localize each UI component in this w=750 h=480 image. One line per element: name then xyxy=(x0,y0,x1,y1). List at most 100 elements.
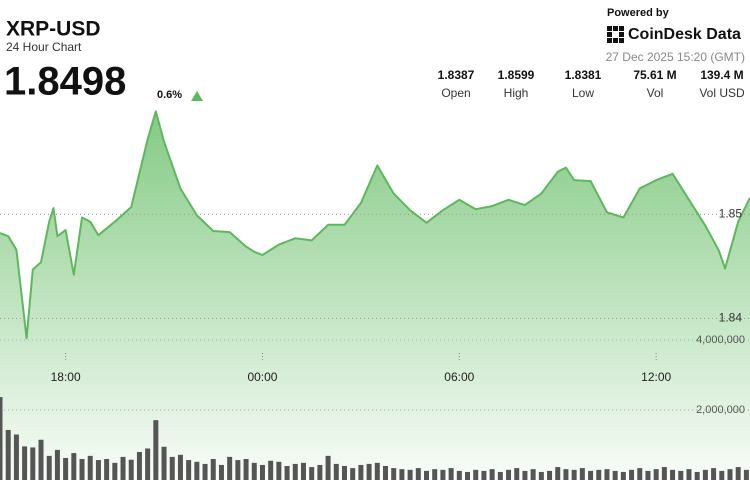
volume-bar xyxy=(218,464,224,480)
volume-bar xyxy=(333,463,339,480)
stat-value: 139.4 M xyxy=(700,68,743,82)
volume-bar xyxy=(686,469,692,480)
x-tick-label: 18:00 xyxy=(51,370,81,384)
volume-bar xyxy=(506,469,512,480)
volume-bar xyxy=(489,469,495,480)
timestamp: 27 Dec 2025 15:20 (GMT) xyxy=(606,50,745,64)
volume-bar xyxy=(555,467,561,480)
volume-bar xyxy=(719,470,725,480)
volume-bar xyxy=(325,455,331,480)
volume-bar xyxy=(571,469,577,480)
volume-bar xyxy=(604,469,610,480)
logo-icon xyxy=(607,26,624,43)
stat-label: Vol USD xyxy=(699,86,745,100)
volume-bar xyxy=(169,456,175,480)
volume-bar xyxy=(95,460,101,480)
volume-bar xyxy=(46,455,52,480)
volume-bar xyxy=(128,459,134,480)
volume-bar xyxy=(120,456,126,480)
up-arrow xyxy=(191,91,203,101)
stat-label: Low xyxy=(572,86,594,100)
volume-bar xyxy=(399,469,405,480)
powered-by: Powered by xyxy=(607,7,670,19)
volume-bar xyxy=(136,452,142,480)
volume-bar xyxy=(112,462,118,480)
area-fill xyxy=(0,111,750,480)
volume-bar xyxy=(276,461,282,480)
volume-bar xyxy=(481,470,487,480)
volume-bar xyxy=(177,454,183,480)
volume-bar xyxy=(612,470,618,480)
volume-bar xyxy=(588,470,594,480)
stat-value: 1.8381 xyxy=(565,68,602,82)
volume-bar xyxy=(79,459,85,480)
volume-bar xyxy=(727,469,733,480)
x-tick-label: 12:00 xyxy=(641,370,671,384)
volume-bar xyxy=(424,470,430,480)
volume-bar xyxy=(678,470,684,480)
volume-bar xyxy=(22,446,28,480)
header: XRP-USD 24 Hour Chart 1.8498 0.6% Powere… xyxy=(4,7,745,104)
volume-bar xyxy=(202,463,208,480)
stat-label: Open xyxy=(441,86,470,100)
y-tick-label: 2,000,000 xyxy=(696,404,745,416)
volume-bar xyxy=(5,429,11,480)
volume-bar xyxy=(63,457,69,480)
volume-bar xyxy=(227,456,233,480)
stat-value: 1.8599 xyxy=(498,68,535,82)
volume-bar xyxy=(350,468,356,480)
change: 0.6% xyxy=(157,89,182,101)
volume-bar xyxy=(161,446,167,480)
volume-bar xyxy=(670,469,676,480)
stat-value: 1.8387 xyxy=(438,68,475,82)
volume-bar xyxy=(194,461,200,480)
volume-bar xyxy=(309,467,315,480)
volume-bar xyxy=(629,469,635,480)
y-tick-label: 1.84 xyxy=(719,311,743,325)
volume-bar xyxy=(596,469,602,480)
volume-bar xyxy=(300,462,306,480)
volume-bar xyxy=(382,466,388,480)
volume-bar xyxy=(243,459,249,480)
volume-bar xyxy=(284,466,290,480)
volume-bar xyxy=(456,470,462,480)
volume-bar xyxy=(259,464,265,480)
volume-bar xyxy=(448,468,454,480)
volume-bar xyxy=(645,470,651,480)
volume-bar xyxy=(620,471,626,480)
volume-bar xyxy=(317,464,323,480)
volume-bar xyxy=(38,439,44,480)
volume-bar xyxy=(530,469,536,480)
volume-bar xyxy=(522,470,528,480)
volume-bar xyxy=(497,471,503,480)
subtitle: 24 Hour Chart xyxy=(6,40,82,54)
volume-bar xyxy=(653,469,659,480)
volume-bar xyxy=(514,468,520,480)
volume-bar xyxy=(694,471,700,480)
price-line xyxy=(0,110,750,340)
volume-bar xyxy=(186,460,192,480)
volume-bar xyxy=(415,468,421,480)
volume-bar xyxy=(465,471,471,480)
volume-bar xyxy=(711,468,717,480)
volume-bar xyxy=(210,459,216,480)
volume-bar xyxy=(407,469,413,480)
stat-label: Vol xyxy=(647,86,664,100)
x-tick-label: 06:00 xyxy=(444,370,474,384)
x-tick-label: 00:00 xyxy=(247,370,277,384)
stat-label: High xyxy=(504,86,529,100)
y-tick-label: 4,000,000 xyxy=(696,334,745,346)
volume-bar xyxy=(30,447,36,480)
volume-bar xyxy=(358,464,364,480)
volume-bar xyxy=(235,460,241,480)
stat-value: 75.61 M xyxy=(633,68,676,82)
volume-bar xyxy=(13,434,19,480)
volume-bar xyxy=(547,470,553,480)
volume-bar xyxy=(440,469,446,480)
volume-bar xyxy=(563,469,569,480)
volume-bar xyxy=(145,448,151,480)
volume-bar xyxy=(374,462,380,480)
symbol: XRP-USD xyxy=(6,18,101,41)
volume-bar xyxy=(292,463,298,480)
